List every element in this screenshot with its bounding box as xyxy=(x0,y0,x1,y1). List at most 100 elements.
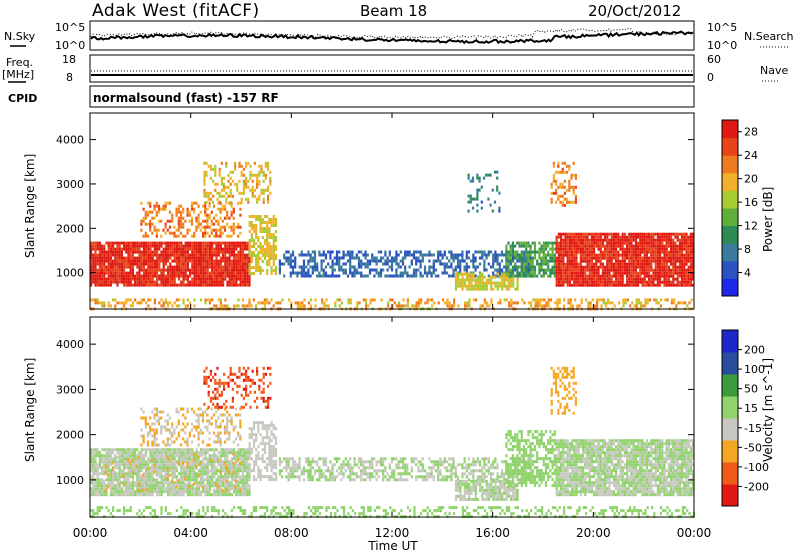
data-cell xyxy=(164,225,167,229)
data-cell xyxy=(219,280,222,284)
data-cell xyxy=(120,487,123,491)
data-cell xyxy=(269,170,272,174)
data-cell xyxy=(453,304,456,308)
data-cell xyxy=(661,244,664,248)
data-cell xyxy=(208,234,211,238)
data-cell xyxy=(248,256,251,260)
data-cell xyxy=(123,304,126,308)
data-cell xyxy=(189,259,192,263)
data-cell xyxy=(667,277,670,281)
data-cell xyxy=(461,250,464,254)
data-cell xyxy=(522,256,526,260)
data-cell xyxy=(367,304,370,308)
data-cell xyxy=(674,244,677,248)
data-cell xyxy=(652,277,655,281)
data-cell xyxy=(219,225,222,229)
data-cell xyxy=(191,490,194,494)
data-cell xyxy=(175,271,178,275)
data-cell xyxy=(98,262,101,266)
data-cell xyxy=(608,265,611,269)
data-cell xyxy=(145,250,148,254)
data-cell xyxy=(151,280,154,284)
data-cell xyxy=(237,271,240,275)
data-cell xyxy=(230,213,233,217)
data-cell xyxy=(555,280,558,284)
data-cell xyxy=(247,161,250,165)
data-cell xyxy=(639,274,642,278)
data-cell xyxy=(557,268,560,272)
data-cell xyxy=(101,271,104,275)
data-cell xyxy=(659,274,662,278)
data-cell xyxy=(171,244,174,248)
data-cell xyxy=(533,244,537,248)
data-cell xyxy=(205,194,208,198)
data-cell xyxy=(272,239,275,242)
data-cell xyxy=(349,271,352,275)
data-cell xyxy=(112,247,115,251)
data-cell xyxy=(573,283,576,287)
data-cell xyxy=(461,278,464,282)
data-cell xyxy=(129,250,132,254)
data-cell xyxy=(103,244,106,248)
data-cell xyxy=(208,298,211,302)
data-cell xyxy=(118,247,121,251)
data-cell xyxy=(423,265,427,269)
data-cell xyxy=(527,259,530,263)
data-cell xyxy=(218,200,221,204)
data-cell xyxy=(169,280,172,284)
data-cell xyxy=(219,271,222,275)
data-cell xyxy=(685,268,688,272)
data-cell xyxy=(145,262,148,266)
data-cell xyxy=(123,256,126,260)
data-cell xyxy=(630,238,633,242)
data-cell xyxy=(674,283,677,287)
data-cell xyxy=(129,451,132,455)
data-cell xyxy=(437,259,440,263)
data-cell xyxy=(472,298,475,302)
data-cell xyxy=(118,493,121,497)
data-cell xyxy=(272,221,275,224)
data-cell xyxy=(511,274,514,278)
data-cell xyxy=(206,451,209,455)
data-cell xyxy=(248,221,251,224)
power-colorbar-label: Power [dB] xyxy=(761,187,775,252)
data-cell xyxy=(590,259,593,263)
data-cell xyxy=(514,256,517,260)
data-cell xyxy=(573,238,576,242)
data-cell xyxy=(114,478,117,482)
data-cell xyxy=(527,253,530,257)
data-cell xyxy=(129,490,132,494)
data-cell xyxy=(621,283,624,287)
data-cell xyxy=(371,253,374,257)
data-cell xyxy=(182,469,185,473)
data-cell xyxy=(689,277,692,281)
data-cell xyxy=(164,277,167,281)
data-cell xyxy=(166,219,169,223)
data-cell xyxy=(173,250,176,254)
data-cell xyxy=(464,301,467,305)
data-cell xyxy=(189,280,192,284)
data-cell xyxy=(169,247,172,251)
data-cell xyxy=(412,271,416,275)
data-cell xyxy=(579,244,582,248)
data-cell xyxy=(505,259,508,263)
data-cell xyxy=(299,301,302,305)
data-cell xyxy=(153,283,156,287)
data-cell xyxy=(448,250,451,254)
data-cell xyxy=(360,262,363,266)
data-cell xyxy=(552,164,555,168)
data-cell xyxy=(612,238,615,242)
data-cell xyxy=(134,490,137,494)
data-cell xyxy=(678,262,681,266)
data-cell xyxy=(131,268,134,272)
data-cell xyxy=(659,241,662,245)
data-cell xyxy=(572,200,575,204)
data-cell xyxy=(147,262,150,266)
data-cell xyxy=(134,457,137,461)
data-cell xyxy=(98,253,101,257)
data-cell xyxy=(622,304,625,308)
data-cell xyxy=(365,298,368,302)
data-cell xyxy=(498,275,502,279)
data-cell xyxy=(223,194,226,198)
data-cell xyxy=(579,265,582,269)
